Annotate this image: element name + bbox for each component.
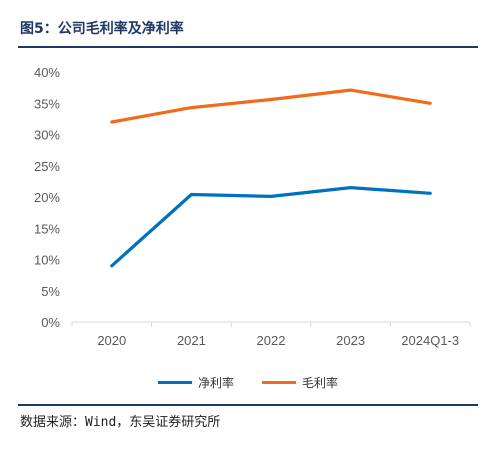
legend-label-net: 净利率 bbox=[197, 376, 234, 390]
legend-swatch-net bbox=[157, 381, 192, 384]
y-tick-label: 20% bbox=[34, 190, 60, 205]
y-tick-label: 25% bbox=[34, 159, 60, 174]
line-chart: 0% 5% 10% 15% 20% 25% 30% 35% 40% 2020 2021 2022 202… bbox=[34, 65, 471, 348]
x-tick-label: 2020 bbox=[97, 333, 126, 348]
source-note: 数据来源：Wind，东吴证券研究所 bbox=[20, 415, 221, 430]
x-tick-label: 2021 bbox=[177, 333, 206, 348]
net-margin-line bbox=[110, 186, 432, 268]
y-tick-label: 15% bbox=[34, 221, 60, 236]
figure-title: 图5：公司毛利率及净利率 bbox=[20, 21, 184, 37]
top-rule bbox=[18, 46, 478, 48]
chart-legend: 净利率 毛利率 bbox=[0, 374, 496, 391]
bottom-rule bbox=[18, 404, 478, 406]
y-tick-label: 0% bbox=[41, 315, 60, 330]
gross-margin-line bbox=[110, 88, 432, 124]
legend-item-gross: 毛利率 bbox=[262, 374, 338, 391]
x-tick-label: 2024Q1-3 bbox=[401, 333, 459, 348]
legend-label-gross: 毛利率 bbox=[302, 376, 339, 390]
y-tick-label: 5% bbox=[41, 284, 60, 299]
legend-swatch-gross bbox=[262, 381, 296, 384]
x-tick-label: 2023 bbox=[336, 333, 365, 348]
y-tick-label: 35% bbox=[34, 96, 60, 111]
legend-item-net: 净利率 bbox=[157, 374, 234, 391]
x-tick-label: 2022 bbox=[257, 333, 286, 348]
y-tick-label: 10% bbox=[34, 253, 60, 268]
y-tick-label: 30% bbox=[34, 128, 60, 143]
y-tick-label: 40% bbox=[34, 65, 60, 80]
